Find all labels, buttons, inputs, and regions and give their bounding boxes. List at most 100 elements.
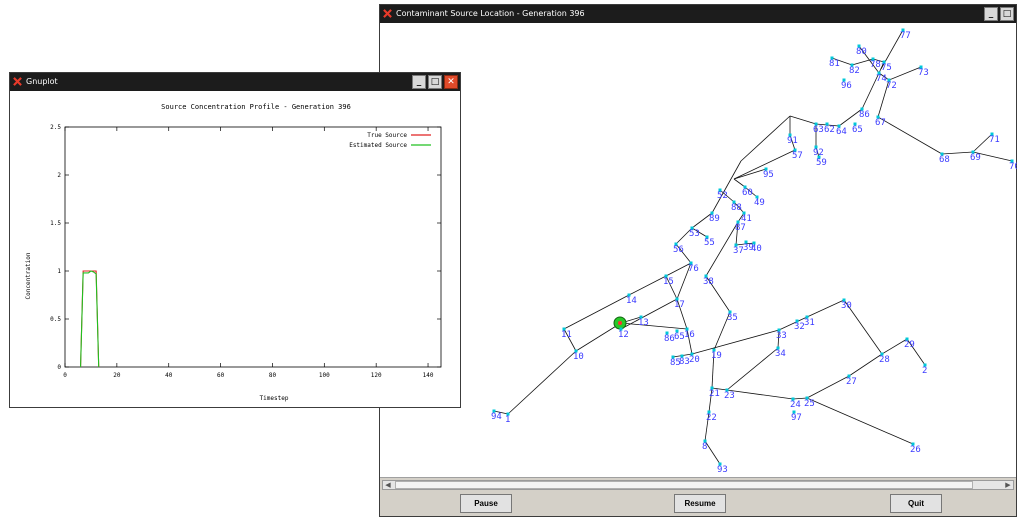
junction-node[interactable]	[887, 78, 891, 82]
junction-node[interactable]	[752, 241, 756, 245]
node-label: 53	[689, 229, 700, 239]
junction-node[interactable]	[689, 261, 693, 265]
minimize-button[interactable]: _	[412, 75, 426, 89]
junction-node[interactable]	[627, 293, 631, 297]
junction-node[interactable]	[847, 374, 851, 378]
junction-node[interactable]	[876, 115, 880, 119]
node-label: 35	[727, 313, 738, 323]
gnuplot-titlebar[interactable]: Gnuplot _ □ ✕	[10, 73, 460, 91]
scrollbar-thumb[interactable]	[395, 481, 973, 489]
junction-node[interactable]	[940, 152, 944, 156]
y-tick-label: 1	[57, 268, 61, 275]
junction-node[interactable]	[492, 409, 496, 413]
junction-node[interactable]	[675, 297, 679, 301]
junction-node[interactable]	[842, 298, 846, 302]
x-tick-label: 60	[217, 372, 225, 379]
junction-node[interactable]	[671, 355, 675, 359]
junction-node[interactable]	[971, 150, 975, 154]
junction-node[interactable]	[860, 107, 864, 111]
junction-node[interactable]	[704, 274, 708, 278]
junction-node[interactable]	[712, 348, 716, 352]
junction-node[interactable]	[990, 132, 994, 136]
junction-node[interactable]	[911, 442, 915, 446]
junction-node[interactable]	[793, 148, 797, 152]
junction-node[interactable]	[923, 363, 927, 367]
scroll-right-icon[interactable]: ▶	[1005, 481, 1011, 489]
junction-node[interactable]	[705, 235, 709, 239]
junction-node[interactable]	[710, 211, 714, 215]
maximize-button[interactable]: □	[1000, 7, 1014, 21]
junction-node[interactable]	[777, 328, 781, 332]
junction-node[interactable]	[755, 195, 759, 199]
junction-node[interactable]	[736, 220, 740, 224]
junction-node[interactable]	[792, 410, 796, 414]
junction-node[interactable]	[574, 349, 578, 353]
junction-node[interactable]	[685, 327, 689, 331]
junction-node[interactable]	[732, 200, 736, 204]
junction-node[interactable]	[857, 44, 861, 48]
junction-node[interactable]	[734, 243, 738, 247]
junction-node[interactable]	[788, 133, 792, 137]
junction-node[interactable]	[764, 167, 768, 171]
contaminant-titlebar[interactable]: Contaminant Source Location - Generation…	[380, 5, 1016, 23]
junction-node[interactable]	[710, 386, 714, 390]
minimize-button[interactable]: _	[984, 7, 998, 21]
junction-node[interactable]	[814, 122, 818, 126]
junction-node[interactable]	[680, 354, 684, 358]
junction-node[interactable]	[675, 329, 679, 333]
node-label: 15	[663, 277, 674, 287]
maximize-button[interactable]: □	[428, 75, 442, 89]
resume-button[interactable]: Resume	[674, 494, 726, 513]
scroll-left-icon[interactable]: ◀	[385, 481, 391, 489]
junction-node[interactable]	[919, 65, 923, 69]
junction-node[interactable]	[1010, 159, 1014, 163]
junction-node[interactable]	[805, 396, 809, 400]
junction-node[interactable]	[877, 71, 881, 75]
junction-node[interactable]	[853, 122, 857, 126]
junction-node[interactable]	[880, 352, 884, 356]
pipe-edge	[665, 262, 692, 277]
junction-node[interactable]	[882, 60, 886, 64]
junction-node[interactable]	[817, 155, 821, 159]
node-label: 70	[1009, 162, 1017, 172]
close-button[interactable]: ✕	[444, 75, 458, 89]
junction-node[interactable]	[871, 57, 875, 61]
junction-node[interactable]	[837, 124, 841, 128]
junction-node[interactable]	[776, 346, 780, 350]
junction-node[interactable]	[795, 319, 799, 323]
junction-node[interactable]	[690, 352, 694, 356]
junction-node[interactable]	[742, 211, 746, 215]
window-title: Gnuplot	[26, 77, 58, 86]
junction-node[interactable]	[703, 439, 707, 443]
junction-node[interactable]	[814, 145, 818, 149]
junction-node[interactable]	[562, 327, 566, 331]
junction-node[interactable]	[664, 274, 668, 278]
junction-node[interactable]	[850, 63, 854, 67]
x-tick-label: 100	[319, 372, 330, 379]
pause-button[interactable]: Pause	[460, 494, 512, 513]
quit-button[interactable]: Quit	[890, 494, 942, 513]
junction-node[interactable]	[665, 331, 669, 335]
node-label: 76	[688, 264, 699, 274]
junction-node[interactable]	[791, 397, 795, 401]
junction-node[interactable]	[718, 462, 722, 466]
junction-node[interactable]	[901, 28, 905, 32]
junction-node[interactable]	[619, 327, 623, 331]
horizontal-scrollbar[interactable]: ◀ ▶	[382, 480, 1014, 490]
junction-node[interactable]	[725, 388, 729, 392]
junction-node[interactable]	[805, 315, 809, 319]
junction-node[interactable]	[830, 56, 834, 60]
junction-node[interactable]	[743, 185, 747, 189]
junction-node[interactable]	[639, 315, 643, 319]
junction-node[interactable]	[506, 412, 510, 416]
junction-node[interactable]	[728, 310, 732, 314]
junction-node[interactable]	[744, 240, 748, 244]
junction-node[interactable]	[718, 188, 722, 192]
junction-node[interactable]	[905, 337, 909, 341]
junction-node[interactable]	[825, 122, 829, 126]
junction-node[interactable]	[674, 242, 678, 246]
node-label: 80	[856, 47, 867, 57]
junction-node[interactable]	[690, 226, 694, 230]
junction-node[interactable]	[842, 78, 846, 82]
junction-node[interactable]	[707, 410, 711, 414]
